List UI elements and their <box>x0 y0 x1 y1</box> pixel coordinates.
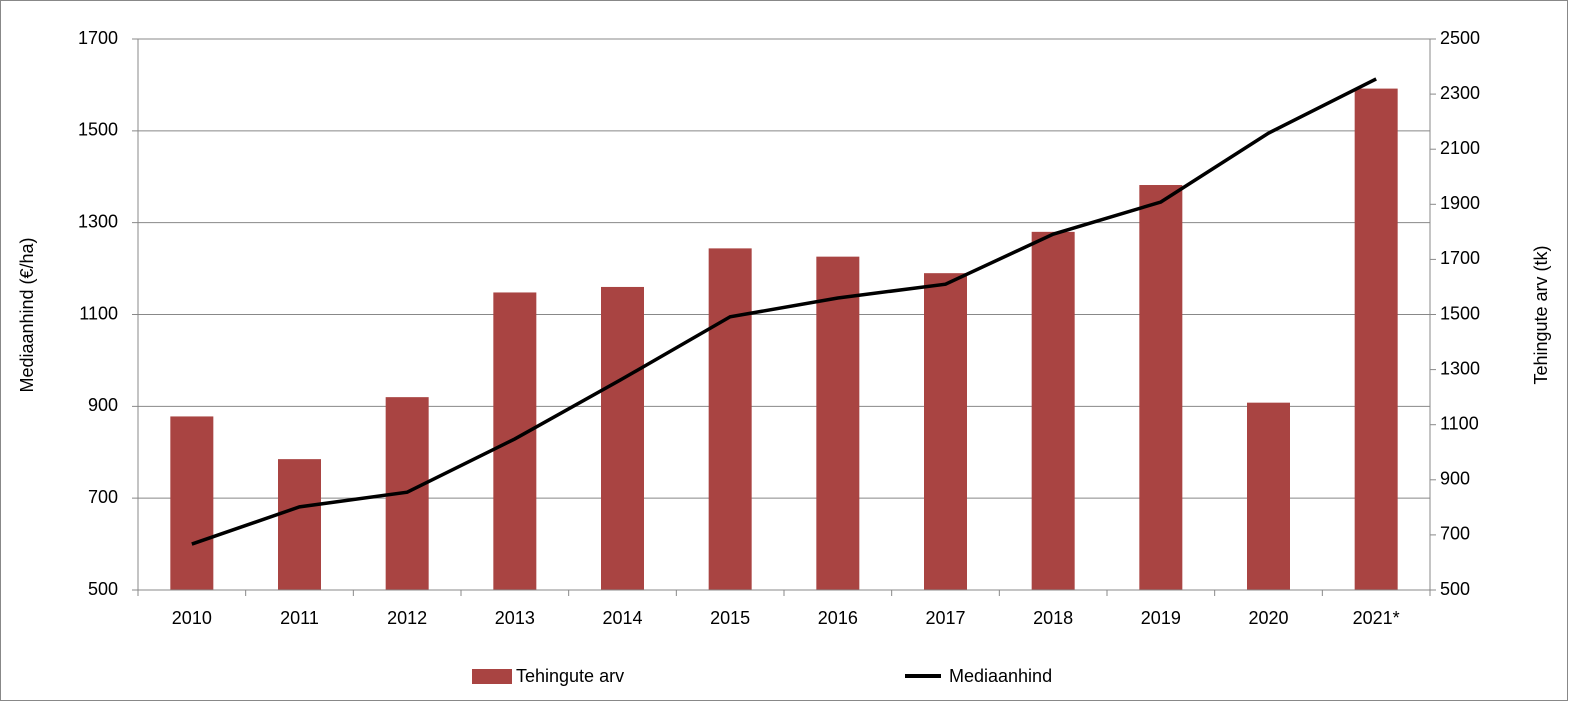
bar <box>1139 185 1183 590</box>
y2-tick-label: 2500 <box>1440 28 1480 48</box>
y2-tick-label: 2100 <box>1440 138 1480 158</box>
x-tick-label: 2016 <box>818 608 858 628</box>
y2-axis-label: Tehingute arv (tk) <box>1531 245 1551 384</box>
line <box>191 77 1377 546</box>
y-tick-label: 700 <box>88 487 118 507</box>
bar <box>1247 402 1290 590</box>
bar <box>816 256 860 590</box>
y2-tick-label: 500 <box>1440 579 1470 599</box>
y2-tick-label: 2300 <box>1440 83 1480 103</box>
y2-tick-label: 1700 <box>1440 248 1480 268</box>
bar <box>601 286 644 590</box>
y2-tick-label: 900 <box>1440 469 1470 489</box>
x-tick-label: 2014 <box>602 608 642 628</box>
x-tick-label: 2021* <box>1353 608 1400 628</box>
x-tick-label: 2012 <box>387 608 427 628</box>
x-tick-label: 2018 <box>1033 608 1073 628</box>
x-tick-label: 2019 <box>1141 608 1181 628</box>
x-tick-label: 2015 <box>710 608 750 628</box>
legend-label: Mediaanhind <box>949 666 1052 686</box>
y-tick-label: 900 <box>88 395 118 415</box>
legend-label: Tehingute arv <box>516 666 624 686</box>
bar <box>493 292 537 590</box>
bar <box>1354 88 1398 590</box>
bar <box>708 248 752 590</box>
y2-tick-label: 1300 <box>1440 358 1480 378</box>
y2-tick-label: 1500 <box>1440 303 1480 323</box>
y-axis-label: Mediaanhind (€/ha) <box>17 237 37 392</box>
y-tick-label: 1700 <box>78 28 118 48</box>
x-tick-label: 2010 <box>172 608 212 628</box>
bar <box>924 273 967 590</box>
y-tick-label: 1500 <box>78 120 118 140</box>
x-tick-label: 2017 <box>925 608 965 628</box>
y-tick-label: 1100 <box>79 303 118 323</box>
y2-tick-label: 700 <box>1440 524 1470 544</box>
y-tick-label: 1300 <box>78 211 118 231</box>
legend-swatch <box>472 669 512 684</box>
x-tick-label: 2011 <box>280 608 319 628</box>
y-tick-label: 500 <box>88 579 118 599</box>
bar <box>1031 231 1075 590</box>
x-tick-label: 2013 <box>495 608 535 628</box>
y2-tick-label: 1100 <box>1440 413 1479 433</box>
bar <box>170 416 214 590</box>
x-tick-label: 2020 <box>1248 608 1288 628</box>
y2-tick-label: 1900 <box>1440 193 1480 213</box>
bar <box>278 459 321 590</box>
